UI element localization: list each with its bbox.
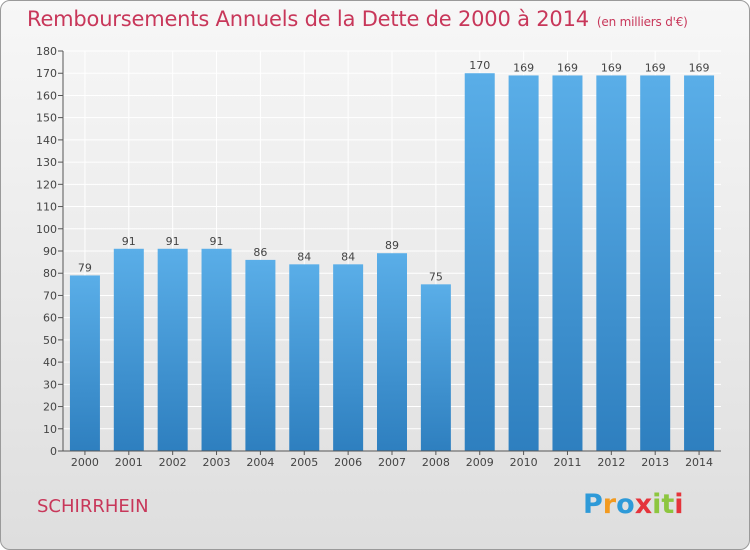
x-tick-label-2004: 2004 [246, 456, 274, 469]
x-tick-label-2000: 2000 [71, 456, 99, 469]
bar-2000 [69, 275, 100, 451]
bars: 79 91 91 91 86 84 84 89 75 170 169 169 169 169 169 [69, 59, 715, 451]
x-tick-label-2013: 2013 [641, 456, 669, 469]
x-tick-label-2006: 2006 [334, 456, 362, 469]
value-label-2003: 91 [210, 235, 224, 248]
y-tick-label: 120 [36, 178, 57, 191]
bar-2007 [377, 253, 407, 451]
x-tick-label-2001: 2001 [115, 456, 143, 469]
value-label-2013: 169 [645, 61, 666, 74]
y-tick-label: 170 [36, 67, 57, 80]
bar-2008 [420, 284, 451, 451]
value-label-2002: 91 [166, 235, 180, 248]
bar-2010 [508, 75, 539, 451]
y-tick-label: 0 [50, 445, 57, 458]
y-tick-label: 60 [43, 312, 57, 325]
x-tick-label-2011: 2011 [553, 456, 581, 469]
y-tick-label: 160 [36, 89, 57, 102]
bar-2005 [289, 264, 320, 451]
y-tick-label: 180 [36, 45, 57, 58]
value-label-2012: 169 [601, 61, 622, 74]
y-tick-label: 40 [43, 356, 57, 369]
chart-title: Remboursements Annuels de la Dette de 20… [27, 7, 688, 31]
bar-2012 [596, 75, 627, 451]
bar-2002 [157, 248, 188, 451]
x-tick-label-2010: 2010 [510, 456, 538, 469]
y-tick-label: 70 [43, 289, 57, 302]
y-tick-label: 90 [43, 245, 57, 258]
value-label-2004: 86 [253, 246, 267, 259]
value-label-2014: 169 [689, 61, 710, 74]
x-tick-label-2003: 2003 [203, 456, 231, 469]
bar-2013 [640, 75, 671, 451]
y-tick-label: 100 [36, 223, 57, 236]
value-label-2000: 79 [78, 261, 92, 274]
y-tick-label: 50 [43, 334, 57, 347]
value-label-2007: 89 [385, 239, 399, 252]
x-tick-label-2014: 2014 [685, 456, 713, 469]
bar-2001 [113, 248, 144, 451]
y-tick-label: 150 [36, 112, 57, 125]
value-label-2006: 84 [341, 250, 355, 263]
x-tick-label-2002: 2002 [159, 456, 187, 469]
y-tick-label: 110 [36, 201, 57, 214]
y-tick-label: 30 [43, 378, 57, 391]
chart-unit: (en milliers d'€) [596, 15, 688, 29]
y-tick-label: 130 [36, 156, 57, 169]
x-tick-label-2005: 2005 [290, 456, 318, 469]
bar-2014 [684, 75, 715, 451]
chart-title-text: Remboursements Annuels de la Dette de 20… [27, 7, 589, 31]
x-tick-label-2008: 2008 [422, 456, 450, 469]
commune-name: SCHIRRHEIN [37, 496, 149, 517]
x-tick-label-2007: 2007 [378, 456, 406, 469]
bar-2004 [245, 259, 276, 451]
y-tick-label: 20 [43, 401, 57, 414]
value-label-2009: 170 [469, 59, 490, 72]
value-label-2001: 91 [122, 235, 136, 248]
y-tick-label: 10 [43, 423, 57, 436]
proxiti-logo: Proxiti [583, 489, 684, 520]
x-tick-label-2009: 2009 [466, 456, 494, 469]
y-tick-label: 140 [36, 134, 57, 147]
value-label-2010: 169 [513, 61, 534, 74]
x-tick-label-2012: 2012 [597, 456, 625, 469]
y-tick-label: 80 [43, 267, 57, 280]
bar-2006 [333, 264, 364, 451]
value-label-2008: 75 [429, 270, 443, 283]
bar-2011 [552, 75, 583, 451]
value-label-2011: 169 [557, 61, 578, 74]
axes: 0 10 20 30 40 50 60 70 80 90 100 110 120 130 140 150 160… [36, 45, 721, 469]
value-label-2005: 84 [297, 250, 311, 263]
bar-2009 [464, 73, 495, 451]
bar-2003 [201, 248, 232, 451]
